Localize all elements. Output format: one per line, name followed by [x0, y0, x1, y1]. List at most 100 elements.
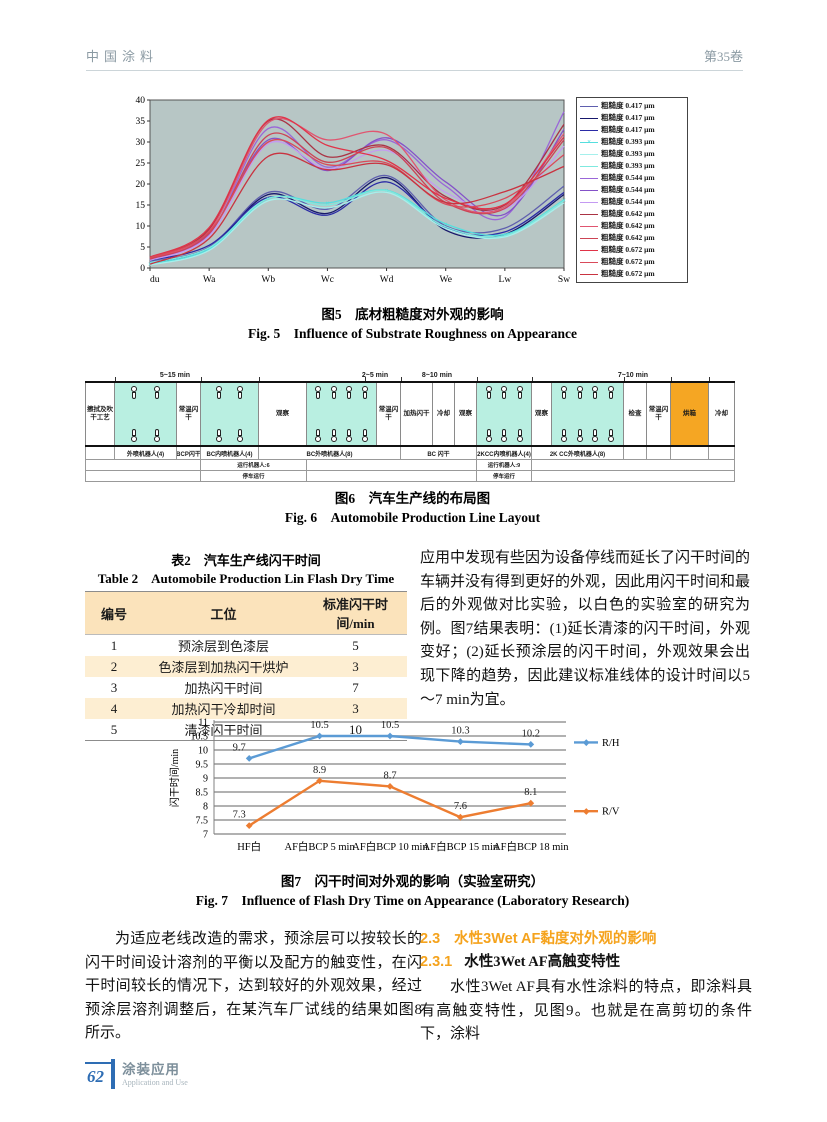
- section-title: 水性3Wet AF黏度对外观的影响: [454, 931, 657, 947]
- robot-icon: [576, 429, 584, 442]
- right-column-paragraph: 应用中发现有些因为设备停线而延长了闪干时间的车辆并没有得到更好的外观，因此用闪干…: [420, 550, 751, 708]
- robot-row: [201, 429, 258, 442]
- svg-text:8.5: 8.5: [196, 788, 209, 799]
- timeline-tick: [624, 377, 625, 381]
- diagram-label-row: 停车运行 停车运行: [85, 471, 735, 482]
- robot-icon: [500, 386, 508, 399]
- svg-text:7: 7: [203, 830, 208, 841]
- table-cell: 3: [303, 698, 407, 719]
- table2-header-cell: 工位: [142, 591, 304, 635]
- table2-title-zh: 表2 汽车生产线闪干时间: [171, 553, 321, 568]
- table2: 编号 工位 标准闪干时间/min 1 预涂层到色漆层 5 2 色漆层到加热闪干烘炉 3 3 加…: [85, 591, 407, 741]
- table-cell: 10: [348, 721, 362, 737]
- diagram-label-row: 外喷机器人(4) BCP闪干 BC内喷机器人(4) BC外喷机器人(8) BC 闪干 2K…: [85, 447, 735, 460]
- svg-text:8.9: 8.9: [313, 765, 326, 776]
- robot-icon: [607, 386, 615, 399]
- robot-icon: [215, 429, 223, 442]
- table-cell: 预涂层到色漆层: [177, 639, 269, 654]
- timeline-tick: [201, 377, 202, 381]
- table-row: 3 加热闪干时间 7: [85, 677, 407, 698]
- legend-label: 粗糙度 0.417 μm: [601, 101, 655, 111]
- svg-text:×: ×: [444, 220, 448, 228]
- svg-text:Wd: Wd: [380, 275, 394, 285]
- robot-icon: [560, 386, 568, 399]
- legend-line-sample: [580, 177, 598, 179]
- legend-label: 粗糙度 0.642 μm: [601, 209, 655, 219]
- robot-icon: [330, 386, 338, 399]
- station-cell: 观察: [259, 383, 307, 445]
- robot-station-cell: [307, 383, 377, 445]
- subsection-number: 2.3.1: [420, 954, 453, 970]
- timeline-tick: [477, 377, 478, 381]
- timeline-tick: [532, 377, 533, 381]
- timeline-duration-label: 5~15 min: [159, 372, 191, 379]
- timeline-duration-label: 7~10 min: [617, 372, 649, 379]
- diagram-empty-cell: [307, 471, 477, 482]
- legend-item: 粗糙度 0.417 μm: [580, 114, 684, 122]
- robot-icon: [345, 429, 353, 442]
- svg-text:HF白: HF白: [237, 840, 261, 853]
- table-cell: 4: [85, 698, 143, 719]
- legend-line-sample: [580, 165, 598, 167]
- station-cell: 擦拭及吹干工艺: [85, 383, 115, 445]
- table-cell: 清漆闪干时间: [184, 723, 263, 738]
- robot-station-cell: [477, 383, 532, 445]
- legend-item: 粗糙度 0.672 μm: [580, 246, 684, 254]
- robot-icon: [236, 429, 244, 442]
- table-cell: 3: [110, 679, 118, 695]
- legend-item: 粗糙度 0.393 μm: [580, 150, 684, 158]
- robot-icon: [153, 386, 161, 399]
- svg-text:7.6: 7.6: [454, 801, 467, 812]
- svg-text:10: 10: [136, 222, 146, 232]
- robot-icon: [485, 386, 493, 399]
- svg-text:Wc: Wc: [321, 275, 334, 285]
- robot-icon: [560, 429, 568, 442]
- diagram-label-cell: 停车运行: [477, 471, 532, 482]
- legend-label: 粗糙度 0.544 μm: [601, 173, 655, 183]
- svg-text:du: du: [150, 275, 160, 285]
- legend-line-sample: [580, 153, 598, 155]
- table-row: 2 色漆层到加热闪干烘炉 3: [85, 656, 407, 677]
- volume-label: 第35卷: [703, 49, 743, 64]
- robot-row: [307, 386, 376, 399]
- robot-icon: [576, 386, 584, 399]
- figure5-chart: 0 5 10 15 20 25 30 35 40 du Wa Wb Wc Wd We Lw Sw × × × × × × × ×…: [122, 95, 688, 291]
- svg-text:AF白BCP 10 min: AF白BCP 10 min: [352, 840, 428, 853]
- svg-text:10.2: 10.2: [522, 728, 540, 739]
- left-column-paragraph: 为适应老线改造的需求，预涂层可以按较长的闪干时间设计溶剂的平衡以及配方的触变性，…: [85, 931, 422, 1042]
- production-line-diagram: 5~15 min 2~5 min 8~10 min 7~10 min 擦拭及吹干工艺 常温…: [85, 368, 735, 482]
- diagram-label-cell: 运行机器人:9: [477, 460, 532, 471]
- diagram-label-cell: BCP闪干: [177, 447, 201, 460]
- fig6-caption: 图6 汽车生产线的布局图 Fig. 6 Automobile Productio…: [85, 489, 740, 527]
- diagram-empty-cell: [532, 471, 735, 482]
- diagram-label-row: 运行机器人:6 运行机器人:9: [85, 460, 735, 471]
- timeline-duration-label: 2~5 min: [361, 372, 389, 379]
- station-cell: 冷却: [433, 383, 455, 445]
- robot-icon: [215, 386, 223, 399]
- legend-line-sample: ×: [580, 138, 598, 145]
- diagram-station-row: 擦拭及吹干工艺 常温闪干 观察 常温闪干 加热闪干 冷却 观察 观察 检查 常温闪干 烘箱 冷却: [85, 383, 735, 447]
- svg-text:×: ×: [325, 199, 329, 207]
- svg-text:40: 40: [136, 96, 146, 106]
- station-cell: 观察: [455, 383, 477, 445]
- legend-label: 粗糙度 0.393 μm: [601, 149, 655, 159]
- svg-text:11: 11: [198, 718, 208, 729]
- timeline-tick: [115, 377, 116, 381]
- robot-row: [115, 429, 176, 442]
- footer-section: 涂装应用 Application and Use: [122, 1062, 188, 1089]
- diagram-empty-cell: [532, 460, 735, 471]
- footer-section-en: Application and Use: [122, 1078, 188, 1087]
- section-number: 2.3: [420, 931, 441, 947]
- legend-label: 粗糙度 0.417 μm: [601, 125, 655, 135]
- robot-station-cell: [115, 383, 177, 445]
- legend-line-sample: [580, 117, 598, 119]
- station-cell: 常温闪干: [647, 383, 671, 445]
- fig6-caption-en: Fig. 6 Automobile Production Line Layout: [284, 510, 541, 525]
- svg-text:9.5: 9.5: [196, 760, 209, 771]
- robot-icon: [485, 429, 493, 442]
- table-cell: 5: [110, 721, 118, 737]
- svg-text:15: 15: [136, 201, 146, 211]
- station-cell: 烘箱: [671, 383, 709, 445]
